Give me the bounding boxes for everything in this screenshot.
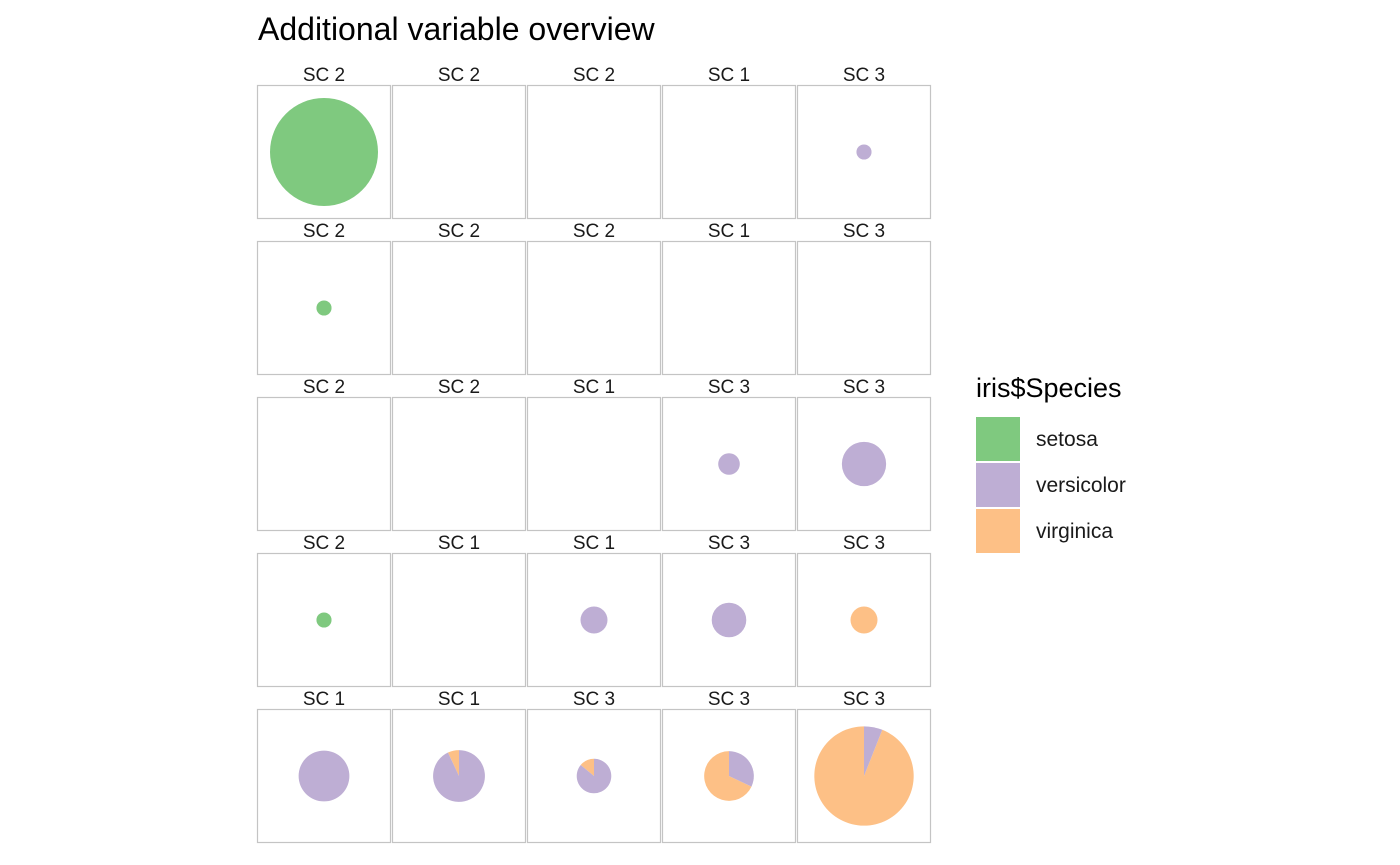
pie-slice-versicolor	[864, 726, 883, 776]
panel-grid: SC 2 SC 2 SC 2 SC 1 SC 3 SC 2 SC 2 SC 2 SC 1 SC 3…	[256, 65, 932, 844]
pie-slice-setosa	[270, 98, 378, 206]
pie-slice-versicolor	[298, 750, 350, 802]
legend-title: iris$Species	[976, 373, 1122, 403]
panel: SC 3	[661, 377, 797, 532]
pie-slice-versicolor	[856, 144, 872, 160]
panel: SC 3	[796, 533, 932, 688]
panel-strip-label: SC 3	[708, 533, 750, 554]
legend-label: versicolor	[1036, 474, 1126, 497]
panel-strip-label: SC 1	[708, 221, 750, 242]
panel: SC 2	[391, 65, 527, 220]
panel-strip-label: SC 2	[573, 221, 615, 242]
panel-strip-label: SC 3	[843, 65, 885, 86]
panel: SC 2	[526, 221, 662, 376]
panel-strip-label: SC 3	[843, 689, 885, 710]
pie-slice-virginica	[580, 758, 594, 776]
panel-strip-label: SC 3	[708, 689, 750, 710]
pie-slice-setosa	[316, 300, 332, 316]
panel-strip-label: SC 2	[303, 221, 345, 242]
legend-item-setosa: setosa	[976, 417, 1098, 461]
panel-border	[391, 84, 527, 220]
panel-strip-label: SC 2	[303, 65, 345, 86]
panel-border	[256, 396, 392, 532]
legend-key-virginica	[976, 509, 1020, 553]
panel-strip-label: SC 1	[438, 689, 480, 710]
panel-border	[526, 84, 662, 220]
legend-entries: setosa versicolor virginica	[976, 417, 1126, 553]
panel-border	[526, 240, 662, 376]
panel: SC 3	[796, 65, 932, 220]
panel: SC 1	[391, 533, 527, 688]
panel: SC 2	[391, 377, 527, 532]
panel: SC 2	[256, 533, 392, 688]
panel: SC 3	[796, 689, 932, 844]
panel-strip-label: SC 3	[708, 377, 750, 398]
legend: iris$Species setosa versicolor virginica	[976, 373, 1126, 553]
panel-strip-label: SC 1	[573, 533, 615, 554]
panel-border	[796, 240, 932, 376]
panel-border	[391, 396, 527, 532]
pie-slice-versicolor	[718, 453, 740, 475]
panel-strip-label: SC 1	[438, 533, 480, 554]
panel: SC 2	[256, 377, 392, 532]
panel: SC 3	[796, 377, 932, 532]
pie-slice-virginica	[850, 606, 878, 634]
panel-strip-label: SC 2	[303, 377, 345, 398]
pie-slice-versicolor	[729, 751, 754, 787]
legend-key-setosa	[976, 417, 1020, 461]
panel: SC 2	[391, 221, 527, 376]
panel: SC 1	[391, 689, 527, 844]
legend-label: setosa	[1036, 428, 1098, 451]
panel-strip-label: SC 3	[843, 533, 885, 554]
panel: SC 1	[661, 65, 797, 220]
pie-slice-versicolor	[576, 758, 612, 794]
pie-slice-versicolor	[433, 750, 485, 802]
panel: SC 2	[256, 221, 392, 376]
panel-strip-label: SC 2	[573, 65, 615, 86]
pie-slice-virginica	[704, 751, 752, 801]
chart-title: Additional variable overview	[258, 11, 656, 47]
panel-strip-label: SC 2	[438, 65, 480, 86]
panel-border	[661, 84, 797, 220]
legend-item-versicolor: versicolor	[976, 463, 1126, 507]
panel-strip-label: SC 1	[303, 689, 345, 710]
panel-strip-label: SC 3	[843, 377, 885, 398]
panel: SC 1	[526, 377, 662, 532]
panel: SC 2	[526, 65, 662, 220]
panel: SC 1	[661, 221, 797, 376]
panel-strip-label: SC 2	[303, 533, 345, 554]
panel: SC 3	[661, 689, 797, 844]
panel-strip-label: SC 1	[708, 65, 750, 86]
panel-strip-label: SC 3	[573, 689, 615, 710]
legend-label: virginica	[1036, 520, 1113, 543]
panel-strip-label: SC 2	[438, 221, 480, 242]
pie-slice-versicolor	[580, 606, 608, 634]
pie-slice-versicolor	[711, 602, 747, 638]
pie-slice-versicolor	[841, 441, 887, 487]
panel: SC 1	[526, 533, 662, 688]
panel-border	[391, 240, 527, 376]
panel-strip-label: SC 1	[573, 377, 615, 398]
legend-key-versicolor	[976, 463, 1020, 507]
panel-border	[526, 396, 662, 532]
panel: SC 3	[661, 533, 797, 688]
panel-strip-label: SC 3	[843, 221, 885, 242]
panel: SC 3	[796, 221, 932, 376]
panel-border	[391, 552, 527, 688]
panel: SC 1	[256, 689, 392, 844]
pie-slice-virginica	[447, 750, 459, 776]
legend-item-virginica: virginica	[976, 509, 1113, 553]
panel-border	[661, 240, 797, 376]
pie-slice-setosa	[316, 612, 332, 628]
panel: SC 3	[526, 689, 662, 844]
panel-strip-label: SC 2	[438, 377, 480, 398]
panel: SC 2	[256, 65, 392, 220]
